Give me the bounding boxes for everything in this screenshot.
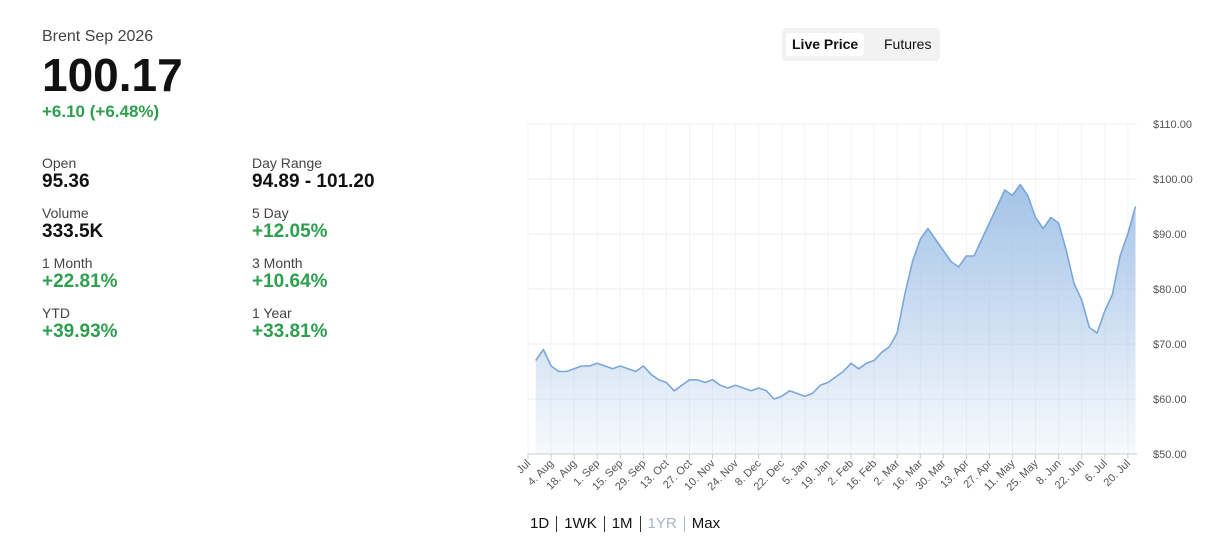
stat: 5 Day +12.05% [252,205,462,243]
stat-label: 5 Day [252,205,289,221]
change: +6.10 (+6.48%) [42,102,160,121]
range-button[interactable]: Max [691,515,721,532]
stat-label: Day Range [252,155,323,171]
stat: 1 Year +33.81% [252,305,462,343]
stat: Volume 333.5K [42,205,252,243]
x-tick-label: 20. Jul [1102,458,1133,489]
y-tick-label: $70.00 [1153,339,1187,351]
stat-value: +12.05% [252,221,328,242]
stat-label: 3 Month [252,255,303,271]
stat-label: Volume [42,205,89,221]
quote-panel: Brent Sep 2026 100.17 +6.10 (+6.48%) Ope… [42,28,462,343]
range-selector: 1D 1WK 1M 1YR Max [530,516,734,532]
stat-value: 95.36 [42,171,90,192]
price-line [535,183,1137,400]
stat: YTD +39.93% [42,305,252,343]
y-tick-label: $80.00 [1153,284,1187,296]
stat-label: 1 Month [42,255,93,271]
stat-value: +10.64% [252,271,328,292]
range-button[interactable]: 1D [530,516,558,532]
stat-label: Open [42,155,77,171]
tab[interactable]: Futures [884,36,932,52]
y-tick-label: $90.00 [1153,229,1187,241]
price: 100.17 [42,49,183,101]
stat-label: 1 Year [252,305,292,321]
tabs: Live Price Futures [782,28,940,61]
range-button[interactable]: 1M [612,516,641,532]
stat-value: +39.93% [42,321,118,342]
y-tick-label: $100.00 [1153,174,1193,186]
stat-value: 94.89 - 101.20 [252,171,375,192]
area [535,184,1136,454]
stat: 1 Month +22.81% [42,255,252,293]
x-tick-label: Jul [515,458,533,476]
y-tick-label: $50.00 [1153,449,1187,461]
stat-value: 333.5K [42,221,104,242]
stat: 3 Month +10.64% [252,255,462,293]
y-tick-label: $110.00 [1153,119,1192,131]
stat: Day Range 94.89 - 101.20 [252,155,462,193]
stat-value: +33.81% [252,321,328,342]
symbol: Brent Sep 2026 [42,28,154,45]
stat-value: +22.81% [42,271,118,292]
y-tick-label: $60.00 [1153,394,1187,406]
range-button[interactable]: 1YR [648,516,685,532]
range-button[interactable]: 1WK [564,516,605,532]
tab[interactable]: Live Price [786,33,865,56]
stats: Open 95.36 Day Range 94.89 - 101.20 Volume 33… [42,155,462,343]
stat: Open 95.36 [42,155,252,193]
stat-label: YTD [42,305,70,321]
